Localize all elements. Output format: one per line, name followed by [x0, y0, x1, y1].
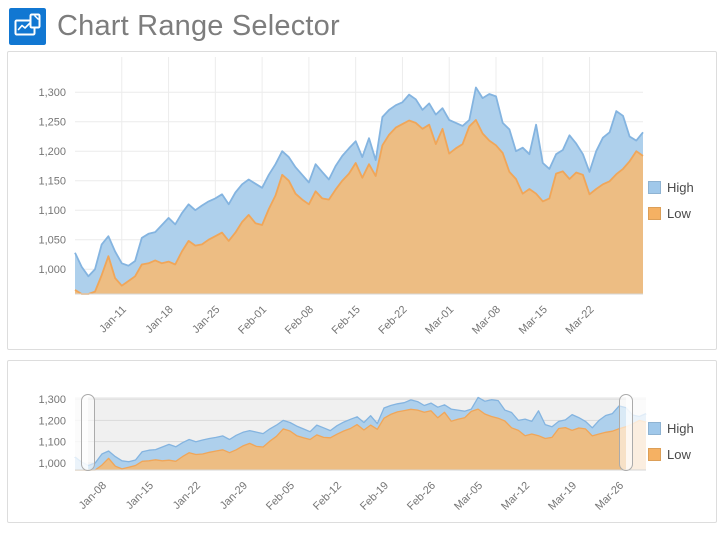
svg-text:Jan-18: Jan-18 [143, 304, 175, 336]
legend-item-high: High [648, 180, 714, 195]
main-chart-legend: High Low [648, 52, 716, 349]
svg-text:Jan-22: Jan-22 [171, 480, 203, 512]
high-series-marker-icon [648, 422, 661, 435]
svg-text:Mar-15: Mar-15 [517, 304, 550, 337]
svg-text:1,300: 1,300 [38, 394, 66, 406]
svg-text:Jan-15: Jan-15 [124, 480, 156, 512]
legend-label-low: Low [667, 206, 691, 221]
high-series-marker-icon [648, 181, 661, 194]
legend-label-high: High [667, 421, 694, 436]
range-selector-area: 1,000 1,100 1,200 1,300 Jan-08 Jan-15 Jan-22 Ja… [8, 361, 648, 522]
svg-text:Mar-26: Mar-26 [593, 480, 626, 513]
range-end-slider-handle[interactable] [619, 394, 633, 471]
range-selector-chart[interactable]: 1,000 1,100 1,200 1,300 Jan-08 Jan-15 Jan-22 Ja… [8, 361, 648, 522]
main-chart: 1,000 1,050 1,100 1,150 1,200 1,250 1,300 Jan-1… [38, 57, 644, 337]
low-series-marker-icon [648, 207, 661, 220]
svg-text:Feb-19: Feb-19 [358, 480, 391, 513]
chart-app-icon [9, 7, 46, 45]
main-chart-panel: 1,000 1,050 1,100 1,150 1,200 1,250 1,300 Jan-1… [7, 51, 717, 350]
app-header: Chart Range Selector [0, 0, 724, 51]
svg-text:Mar-22: Mar-22 [563, 304, 596, 337]
svg-text:Feb-01: Feb-01 [236, 304, 269, 337]
svg-text:1,150: 1,150 [38, 176, 66, 188]
svg-text:Jan-11: Jan-11 [97, 304, 129, 336]
svg-text:1,200: 1,200 [38, 146, 66, 158]
svg-text:1,000: 1,000 [38, 458, 66, 470]
svg-text:1,300: 1,300 [38, 87, 66, 99]
range-start-slider-handle[interactable] [81, 394, 95, 471]
legend-item-low: Low [648, 206, 714, 221]
svg-text:1,100: 1,100 [38, 437, 66, 449]
svg-text:1,050: 1,050 [38, 235, 66, 247]
svg-text:Feb-08: Feb-08 [283, 304, 316, 337]
legend-label-low: Low [667, 447, 691, 462]
svg-text:1,250: 1,250 [38, 117, 66, 129]
svg-text:Mar-08: Mar-08 [470, 304, 503, 337]
selector-legend: High Low [648, 361, 716, 522]
svg-text:Mar-12: Mar-12 [499, 480, 532, 513]
page-title: Chart Range Selector [57, 9, 340, 42]
selected-range[interactable] [95, 394, 619, 471]
svg-text:1,100: 1,100 [38, 205, 66, 217]
main-chart-area: 1,000 1,050 1,100 1,150 1,200 1,250 1,300 Jan-1… [8, 52, 648, 349]
svg-text:1,000: 1,000 [38, 264, 66, 276]
legend-label-high: High [667, 180, 694, 195]
svg-text:Jan-25: Jan-25 [190, 304, 222, 336]
svg-text:Mar-05: Mar-05 [452, 480, 485, 513]
svg-text:Feb-22: Feb-22 [376, 304, 409, 337]
low-series-marker-icon [648, 448, 661, 461]
svg-text:Feb-15: Feb-15 [330, 304, 363, 337]
svg-text:Feb-26: Feb-26 [405, 480, 438, 513]
legend-item-low: Low [648, 447, 714, 462]
svg-text:Mar-19: Mar-19 [546, 480, 579, 513]
range-selector-panel: 1,000 1,100 1,200 1,300 Jan-08 Jan-15 Jan-22 Ja… [7, 360, 717, 523]
legend-item-high: High [648, 421, 714, 436]
svg-text:Mar-01: Mar-01 [423, 304, 456, 337]
svg-text:Feb-12: Feb-12 [311, 480, 344, 513]
svg-text:Jan-29: Jan-29 [218, 480, 250, 512]
svg-text:Feb-05: Feb-05 [264, 480, 297, 513]
svg-text:1,200: 1,200 [38, 415, 66, 427]
svg-text:Jan-08: Jan-08 [77, 480, 109, 512]
